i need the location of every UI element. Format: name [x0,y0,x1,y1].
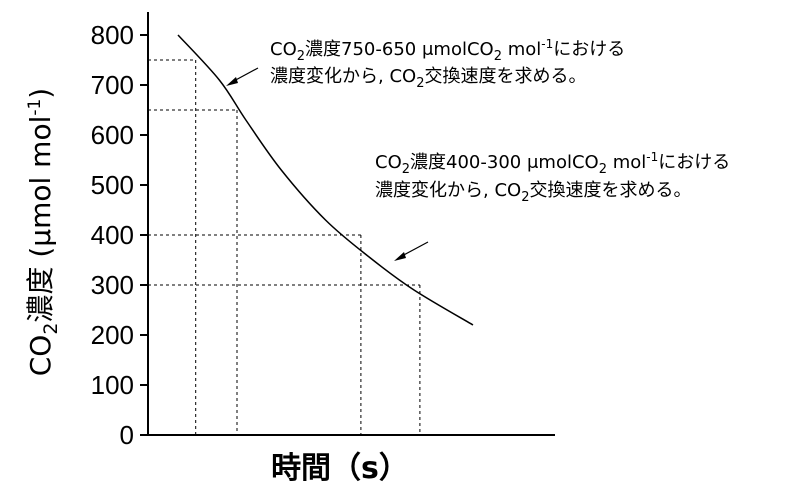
y-tick-label-1: 100 [91,370,134,400]
x-axis-label: 時間（s） [271,451,409,486]
y-tick-label-6: 600 [91,120,134,150]
y-tick-label-2: 200 [91,320,134,350]
annotation-arrow-2 [394,241,429,261]
y-tick-label-4: 400 [91,220,134,250]
y-tick-label-7: 700 [91,70,134,100]
y-tick-label-8: 800 [91,20,134,50]
annotation-1-line2: 濃度変化から, CO2交換速度を求める。 [270,66,586,91]
guide-lines [148,59,421,435]
co2-curve [177,34,474,326]
annotation-2-line1: CO2濃度400-300 μmolCO2 mol-1における [375,150,730,177]
annotation-2-line2: 濃度変化から, CO2交換速度を求める。 [375,180,691,205]
annotation-arrow-1 [226,67,259,86]
y-tick-label-3: 300 [91,270,134,300]
y-axis-label: CO2濃度 (μmol mol-1) [24,88,62,377]
y-tick-label-0: 0 [120,420,134,450]
annotation-1-line1: CO2濃度750-650 μmolCO2 mol-1における [270,37,625,64]
y-tick-label-5: 500 [91,170,134,200]
y-ticks: 0 100 200 300 400 500 600 700 800 [91,20,148,450]
